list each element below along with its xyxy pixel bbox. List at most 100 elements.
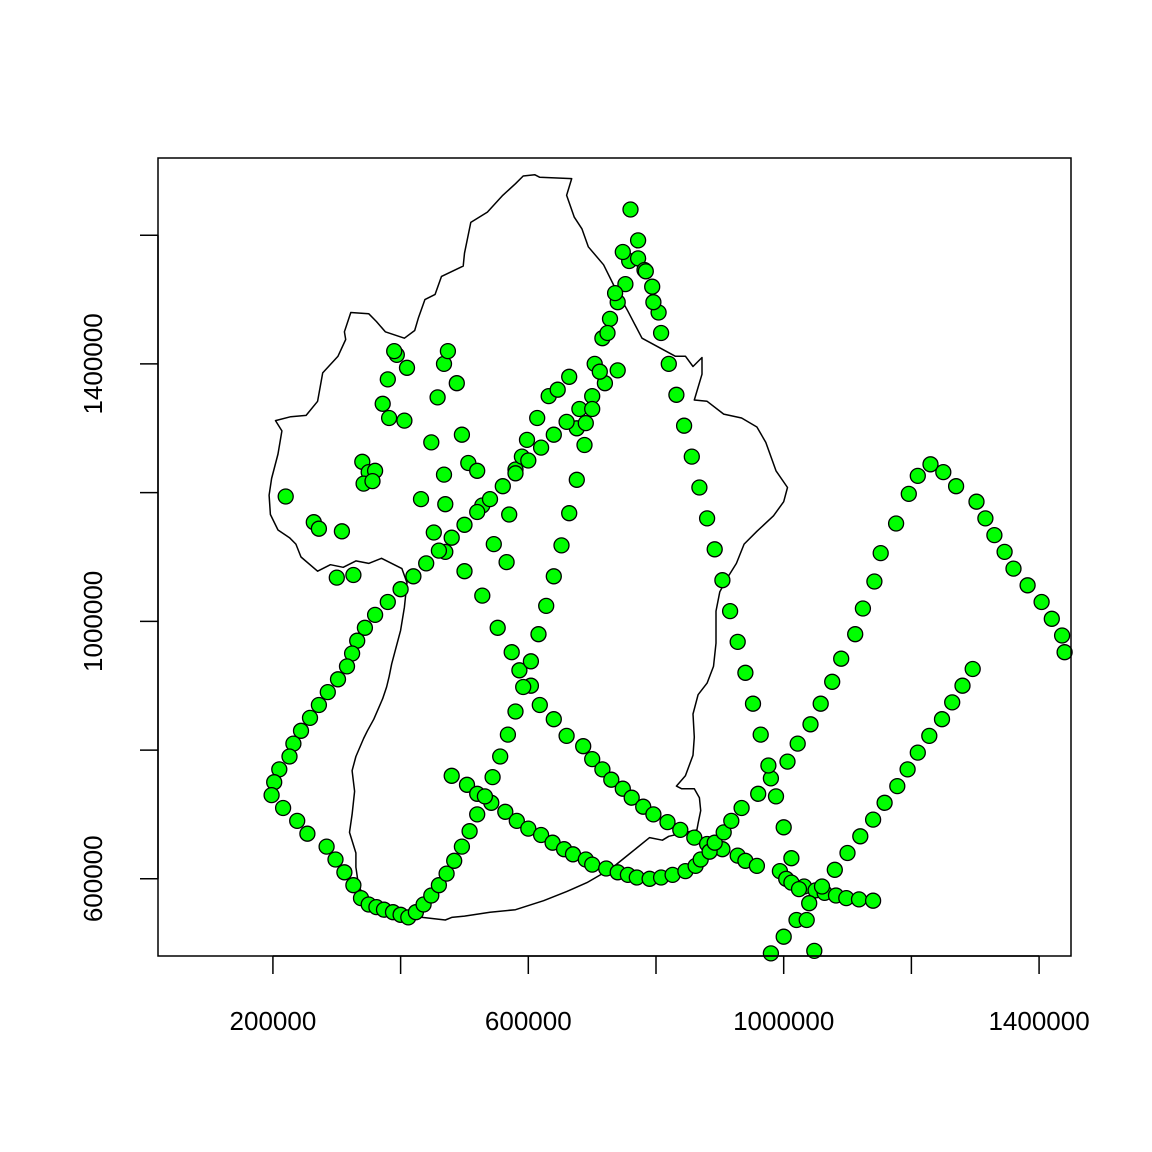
data-point: [545, 711, 562, 728]
data-point: [453, 426, 471, 443]
data-point: [485, 535, 502, 553]
data-point: [443, 767, 460, 784]
data-point: [379, 593, 396, 611]
data-point: [909, 744, 926, 761]
data-point: [652, 324, 670, 342]
data-point: [532, 439, 550, 456]
data-point: [499, 726, 517, 743]
data-point: [507, 703, 524, 720]
data-point: [789, 735, 806, 752]
data-point: [675, 417, 693, 434]
data-point: [338, 658, 356, 675]
data-point: [645, 806, 662, 823]
data-point: [263, 786, 280, 804]
data-point: [714, 572, 731, 589]
data-point: [469, 503, 486, 521]
data-point: [603, 771, 620, 788]
data-point: [733, 799, 750, 817]
data-point: [850, 891, 868, 908]
x-tick-label: 1000000: [733, 1006, 834, 1036]
data-point: [501, 506, 518, 523]
data-point: [392, 581, 409, 598]
data-point: [752, 726, 769, 743]
data-point: [439, 342, 457, 360]
data-point: [899, 761, 916, 778]
data-point: [645, 294, 662, 311]
data-point: [864, 811, 882, 828]
data-point: [900, 485, 917, 503]
data-point: [553, 537, 570, 554]
data-point: [568, 471, 585, 488]
data-point: [503, 644, 520, 661]
data-point: [691, 479, 708, 496]
data-point: [798, 911, 815, 929]
data-point: [379, 371, 396, 388]
data-point: [706, 541, 723, 558]
data-point: [1043, 610, 1060, 627]
region-outline: [268, 173, 789, 921]
data-point: [775, 928, 792, 945]
data-point: [474, 587, 491, 604]
data-point: [968, 493, 985, 510]
data-point: [507, 465, 524, 482]
data-point: [327, 851, 344, 868]
data-point: [806, 942, 823, 960]
data-point: [374, 395, 391, 412]
data-point: [412, 490, 430, 508]
data-point: [497, 803, 514, 820]
data-point: [1005, 560, 1022, 577]
data-point: [737, 664, 754, 681]
data-point: [448, 375, 465, 392]
data-point: [599, 324, 616, 342]
data-point: [366, 606, 384, 624]
data-point: [813, 878, 831, 895]
data-point: [686, 829, 703, 846]
data-point: [425, 524, 442, 541]
data-point: [609, 362, 626, 379]
data-point: [456, 563, 473, 580]
data-point: [443, 529, 460, 546]
data-point: [437, 496, 454, 513]
data-point: [329, 671, 347, 688]
data-point: [872, 544, 889, 562]
data-points-layer: [263, 201, 1073, 962]
data-point: [423, 434, 440, 451]
data-point: [446, 852, 463, 869]
x-tick-label: 600000: [485, 1006, 572, 1036]
data-point: [617, 275, 634, 293]
x-tick-label: 1400000: [988, 1006, 1089, 1036]
y-tick-label: 1000000: [78, 571, 108, 672]
data-point: [575, 738, 592, 755]
data-point: [405, 568, 422, 585]
data-point: [469, 462, 486, 479]
data-point: [577, 414, 594, 432]
data-point: [494, 478, 511, 495]
data-point: [319, 683, 336, 701]
data-point: [779, 753, 796, 770]
data-point: [435, 466, 453, 483]
data-point: [518, 431, 536, 449]
data-point: [672, 821, 689, 839]
data-point: [1033, 593, 1050, 611]
data-point: [706, 834, 723, 851]
data-point: [744, 695, 762, 712]
y-tick-label: 1400000: [78, 313, 108, 414]
data-point: [729, 633, 746, 651]
data-point: [508, 812, 525, 830]
data-point: [824, 673, 841, 690]
data-point: [522, 653, 540, 670]
data-point: [783, 850, 800, 867]
data-point: [386, 342, 403, 360]
data-point: [921, 727, 938, 745]
data-point: [484, 768, 501, 786]
data-point: [584, 400, 601, 418]
data-point: [629, 232, 647, 249]
data-point: [767, 788, 785, 805]
data-point: [986, 526, 1003, 544]
data-point: [511, 662, 528, 679]
data-point: [909, 467, 926, 485]
data-point: [591, 363, 608, 380]
data-point: [336, 864, 353, 881]
x-tick-label: 200000: [230, 1006, 317, 1036]
